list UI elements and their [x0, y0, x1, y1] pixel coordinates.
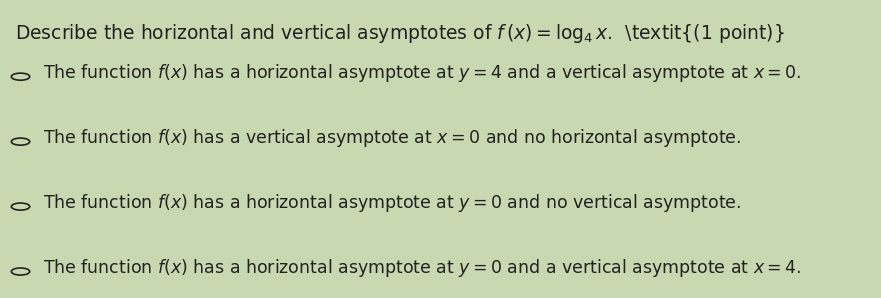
Text: The function $f(x)$ has a horizontal asymptote at $y = 0$ and no vertical asympt: The function $f(x)$ has a horizontal asy…: [43, 192, 742, 214]
Text: The function $f(x)$ has a horizontal asymptote at $y = 4$ and a vertical asympto: The function $f(x)$ has a horizontal asy…: [43, 62, 802, 84]
Text: Describe the horizontal and vertical asymptotes of $f\,(x) = \log_4 x$.  \textit: Describe the horizontal and vertical asy…: [15, 22, 785, 45]
Text: The function $f(x)$ has a horizontal asymptote at $y = 0$ and a vertical asympto: The function $f(x)$ has a horizontal asy…: [43, 257, 802, 279]
Text: The function $f(x)$ has a vertical asymptote at $x = 0$ and no horizontal asympt: The function $f(x)$ has a vertical asymp…: [43, 127, 742, 149]
